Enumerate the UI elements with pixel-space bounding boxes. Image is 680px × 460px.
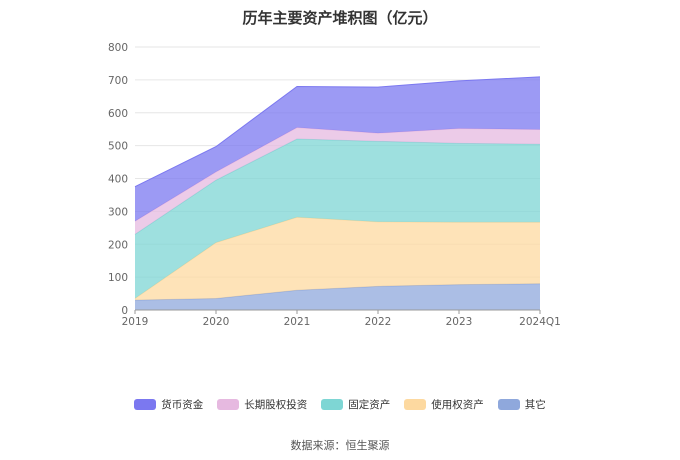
legend-swatch bbox=[321, 399, 344, 410]
legend-label: 长期股权投资 bbox=[244, 399, 308, 411]
legend: 货币资金 长期股权投资 固定资产 使用权资产 其它 bbox=[0, 397, 680, 412]
y-tick-label: 100 bbox=[108, 272, 128, 284]
legend-item[interactable]: 固定资产 bbox=[321, 397, 390, 412]
legend-swatch bbox=[217, 399, 240, 410]
y-tick-label: 700 bbox=[108, 75, 128, 87]
y-tick-label: 400 bbox=[108, 174, 128, 186]
legend-label: 货币资金 bbox=[161, 399, 204, 411]
area-series-4 bbox=[135, 76, 540, 222]
y-tick-label: 800 bbox=[108, 42, 128, 54]
x-tick-label: 2023 bbox=[446, 316, 473, 328]
legend-item[interactable]: 使用权资产 bbox=[404, 397, 484, 412]
area-series-3 bbox=[135, 127, 540, 235]
x-tick-label: 2024Q1 bbox=[519, 316, 561, 328]
y-tick-label: 200 bbox=[108, 239, 128, 251]
y-tick-label: 600 bbox=[108, 108, 128, 120]
area-series-0 bbox=[135, 283, 540, 310]
x-tick-label: 2021 bbox=[284, 316, 311, 328]
legend-swatch bbox=[134, 399, 157, 410]
legend-item[interactable]: 长期股权投资 bbox=[217, 397, 307, 412]
x-tick-label: 2019 bbox=[122, 316, 149, 328]
axes: 0 100 200 300 400 500 600 700 800 2019 2020 2021 202… bbox=[108, 42, 561, 328]
legend-item[interactable]: 其它 bbox=[497, 397, 546, 412]
data-source-note: 数据来源：恒生聚源 bbox=[290, 439, 390, 452]
legend-item[interactable]: 货币资金 bbox=[134, 397, 203, 412]
y-tick-label: 500 bbox=[108, 141, 128, 153]
legend-label: 固定资产 bbox=[348, 399, 391, 411]
legend-swatch bbox=[497, 399, 520, 410]
area-series-2 bbox=[135, 139, 540, 299]
area-series bbox=[134, 76, 541, 310]
chart-title: 历年主要资产堆积图（亿元） bbox=[242, 9, 438, 27]
y-tick-label: 300 bbox=[108, 206, 128, 218]
legend-label: 其它 bbox=[524, 399, 546, 411]
legend-swatch bbox=[404, 399, 427, 410]
legend-label: 使用权资产 bbox=[431, 399, 484, 411]
area-series-line-4 bbox=[134, 76, 541, 188]
x-tick-label: 2020 bbox=[203, 316, 230, 328]
x-tick-label: 2022 bbox=[365, 316, 392, 328]
y-tick-label: 0 bbox=[121, 305, 128, 317]
area-series-1 bbox=[135, 217, 540, 301]
